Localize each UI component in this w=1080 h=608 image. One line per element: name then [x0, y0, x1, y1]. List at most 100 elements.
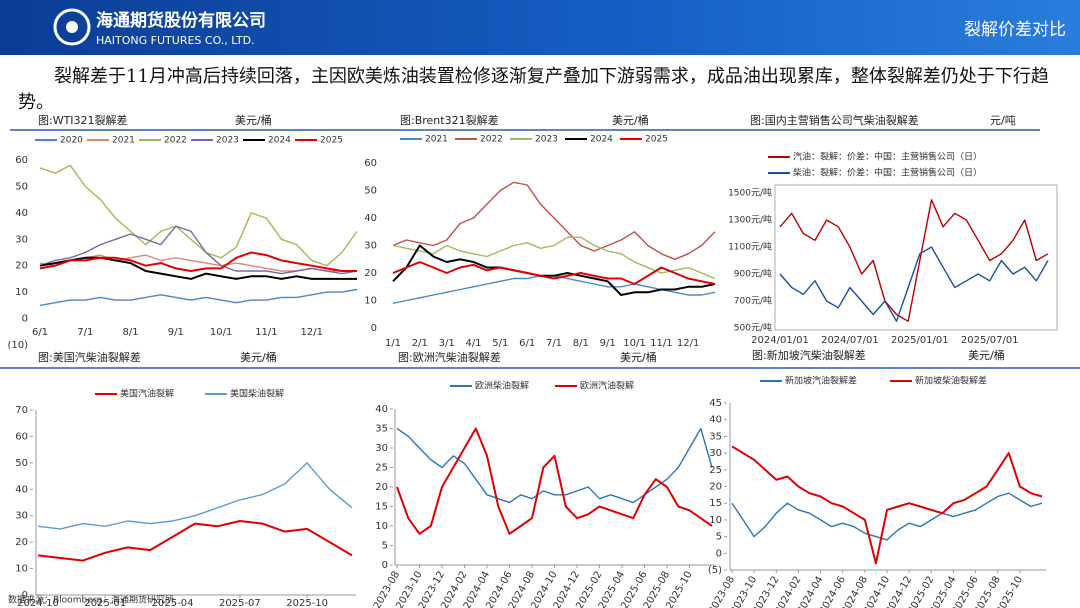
x-tick-label: 7/1	[77, 327, 93, 338]
series-line	[39, 251, 357, 272]
x-tick-label: 2025-04	[152, 598, 194, 608]
y-tick-label: 30	[15, 511, 28, 522]
x-tick-label: 12/1	[677, 338, 699, 349]
y-tick-label: 50	[15, 458, 28, 469]
y-tick-label: 20	[15, 261, 28, 272]
company-name-en: HAITONG FUTURES CO., LTD.	[96, 34, 255, 47]
legend-label: 欧洲汽油裂解	[580, 380, 634, 392]
legend-label: 美国柴油裂解	[230, 388, 284, 400]
series-line	[392, 244, 716, 296]
x-tick-label: 10/1	[623, 338, 645, 349]
x-tick-label: 9/1	[168, 327, 184, 338]
unit-label: 元/吨	[990, 114, 1016, 127]
legend-label: 2022	[480, 135, 503, 145]
y-tick-label: 20	[375, 482, 388, 493]
series-line	[392, 261, 716, 285]
x-tick-label: 6/1	[519, 338, 535, 349]
x-tick-label: 2025/07/01	[961, 335, 1019, 346]
y-tick-label: 5	[382, 541, 388, 552]
unit-label: 美元/桶	[235, 113, 272, 127]
x-tick-label: 2/1	[412, 338, 428, 349]
logo-core	[66, 21, 78, 33]
series-line	[779, 246, 1049, 322]
series-line	[39, 288, 358, 307]
company-name: 海通期货股份有限公司	[96, 10, 266, 31]
series-line	[39, 256, 357, 280]
x-tick-label: 2025-01	[84, 598, 126, 608]
y-tick-label: 15	[709, 498, 722, 509]
plot-frame	[774, 184, 1058, 331]
y-tick-label: 50	[364, 186, 377, 197]
legend-label: 新加坡汽油裂解差	[785, 375, 857, 387]
y-tick-label: 25	[709, 465, 722, 476]
y-tick-label: 15	[375, 502, 388, 513]
y-tick-label: 70	[15, 405, 28, 416]
legend-label: 2025	[645, 135, 668, 145]
series-line	[392, 236, 716, 280]
legend-label: 2020	[60, 136, 83, 146]
x-tick-label: 9/1	[600, 338, 616, 349]
y-tick-label: 20	[709, 482, 722, 493]
y-tick-label: 30	[364, 241, 377, 252]
y-tick-label: 20	[15, 537, 28, 548]
x-tick-label: 1/1	[385, 338, 401, 349]
legend-label: 2025	[320, 136, 343, 146]
x-tick-label: 2024-10	[17, 598, 59, 608]
series-line	[39, 164, 358, 267]
y-tick-label: 35	[375, 424, 388, 435]
y-tick-label: 25	[375, 463, 388, 474]
y-tick-label: 1300元/吨	[728, 214, 772, 226]
x-tick-label: 2025/01/01	[891, 335, 949, 346]
unit-label: 美元/桶	[612, 113, 649, 127]
y-tick-label: 1500元/吨	[728, 187, 772, 199]
y-tick-label: 0	[382, 560, 388, 571]
series-line	[779, 199, 1049, 322]
unit-label: 美元/桶	[968, 348, 1005, 362]
y-tick-label: 1100元/吨	[728, 241, 772, 253]
series-line	[731, 445, 1043, 565]
legend-label: 2024	[268, 136, 291, 146]
y-tick-label: 30	[15, 234, 28, 245]
y-tick-label: 45	[709, 398, 722, 409]
y-tick-label: 40	[15, 208, 28, 219]
unit-label: 美元/桶	[240, 350, 277, 364]
x-tick-label: 8/1	[123, 327, 139, 338]
y-tick-label: 20	[364, 268, 377, 279]
y-tick-label: 35	[709, 431, 722, 442]
y-tick-label: (10)	[7, 340, 28, 351]
chart-title: 图:国内主营销售公司气柴油裂解差	[750, 113, 919, 127]
legend-label: 新加坡柴油裂解差	[915, 375, 987, 387]
y-tick-label: 0	[22, 314, 28, 325]
summary-text: 裂解差于11月冲高后持续回落，主因欧美炼油装置检修逐渐复产叠加下游弱需求，成品油…	[18, 66, 1049, 113]
series-line	[37, 462, 353, 530]
y-tick-label: 700元/吨	[734, 295, 772, 307]
legend-label: 2022	[164, 136, 187, 146]
series-line	[396, 427, 713, 504]
x-tick-label: 2024/01/01	[751, 335, 809, 346]
x-tick-label: 6/1	[32, 327, 48, 338]
y-tick-label: 30	[375, 443, 388, 454]
legend-label: 2021	[425, 135, 448, 145]
x-tick-label: 7/1	[546, 338, 562, 349]
y-tick-label: 500元/吨	[734, 322, 772, 334]
series-line	[37, 520, 353, 562]
y-tick-label: 60	[364, 158, 377, 169]
x-tick-label: 12/1	[300, 327, 322, 338]
x-tick-label: 8/1	[573, 338, 589, 349]
x-tick-label: 4/1	[465, 338, 481, 349]
y-tick-label: 40	[364, 213, 377, 224]
y-tick-label: 40	[375, 404, 388, 415]
y-tick-label: 10	[375, 521, 388, 532]
logo	[53, 8, 91, 46]
y-tick-label: 5	[716, 532, 722, 543]
y-tick-label: 10	[364, 296, 377, 307]
x-tick-label: 11/1	[650, 338, 672, 349]
y-tick-label: 30	[709, 448, 722, 459]
legend-label: 柴油：裂解：价差：中国：主营销售公司（日）	[793, 167, 982, 179]
x-tick-label: 2025-10	[286, 598, 328, 608]
legend-label: 欧洲柴油裂解	[475, 380, 529, 392]
chart-title: 图:美国汽柴油裂解差	[38, 350, 141, 364]
y-tick-label: (5)	[708, 565, 722, 576]
